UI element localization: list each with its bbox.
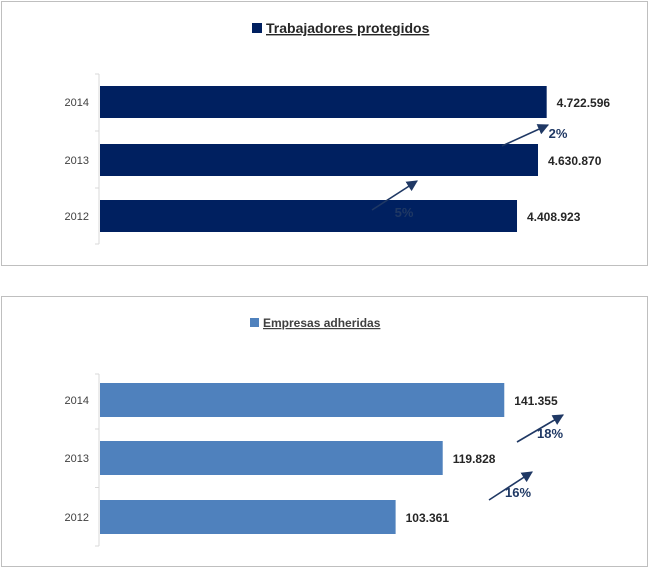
- y-tick-label: 2014: [65, 395, 89, 407]
- data-label: 4.630.870: [548, 154, 602, 168]
- bar-2013: [100, 441, 443, 475]
- data-label: 4.408.923: [527, 210, 581, 224]
- y-tick-label: 2013: [65, 155, 89, 167]
- growth-label: 5%: [395, 205, 414, 220]
- legend-swatch: [252, 23, 262, 33]
- y-tick-label: 2012: [65, 512, 89, 524]
- legend: Trabajadores protegidos: [252, 20, 430, 36]
- data-label: 141.355: [514, 394, 558, 408]
- data-label: 4.722.596: [557, 96, 611, 110]
- chart-panel-trabajadores: Trabajadores protegidos 2014 4.722.596 2013…: [1, 1, 648, 266]
- bar-2014: [100, 383, 505, 417]
- y-tick-label: 2014: [65, 97, 89, 109]
- growth-label: 16%: [505, 485, 531, 500]
- legend-label: Empresas adheridas: [263, 316, 381, 330]
- chart-empresas-adheridas: Empresas adheridas 2014 141.355 2013 119.828…: [65, 316, 564, 547]
- growth-arrow: [371, 180, 418, 211]
- growth-label: 18%: [537, 426, 563, 441]
- bar-2014: [100, 86, 547, 118]
- bar-2012: [100, 200, 518, 232]
- chart-trabajadores-protegidos: Trabajadores protegidos 2014 4.722.596 2013…: [65, 20, 611, 245]
- growth-arrow: [516, 414, 564, 443]
- chart-panel-empresas: Empresas adheridas 2014 141.355 2013 119.828…: [1, 296, 648, 567]
- legend-swatch: [250, 318, 259, 327]
- legend: Empresas adheridas: [250, 316, 381, 330]
- growth-arrow: [501, 124, 550, 147]
- y-tick-label: 2012: [65, 211, 89, 223]
- y-tick-label: 2013: [65, 453, 89, 465]
- bar-2013: [100, 144, 539, 176]
- growth-label: 2%: [549, 126, 568, 141]
- bar-2012: [100, 500, 396, 534]
- data-label: 103.361: [406, 511, 450, 525]
- legend-label: Trabajadores protegidos: [266, 20, 430, 36]
- growth-arrow: [488, 471, 533, 501]
- data-label: 119.828: [453, 452, 496, 466]
